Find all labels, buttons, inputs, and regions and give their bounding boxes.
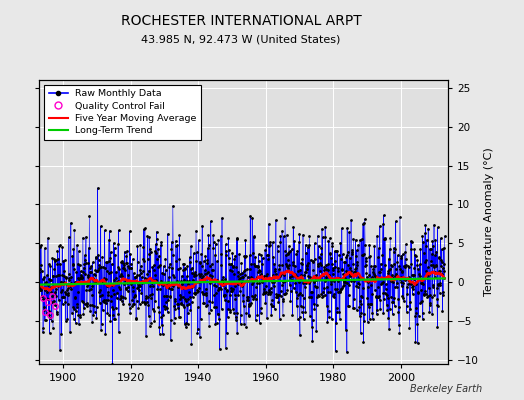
Text: Berkeley Earth: Berkeley Earth xyxy=(410,384,482,394)
Text: 43.985 N, 92.473 W (United States): 43.985 N, 92.473 W (United States) xyxy=(141,34,341,44)
Text: ROCHESTER INTERNATIONAL ARPT: ROCHESTER INTERNATIONAL ARPT xyxy=(121,14,362,28)
Y-axis label: Temperature Anomaly (°C): Temperature Anomaly (°C) xyxy=(485,148,495,296)
Legend: Raw Monthly Data, Quality Control Fail, Five Year Moving Average, Long-Term Tren: Raw Monthly Data, Quality Control Fail, … xyxy=(44,85,201,140)
